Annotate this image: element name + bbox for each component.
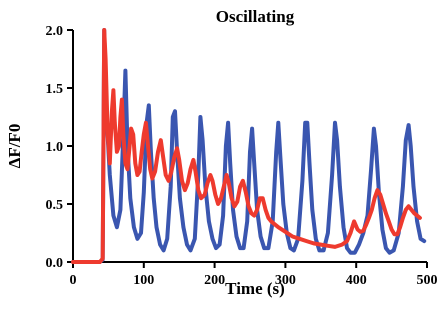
x-tick-label: 400	[346, 273, 367, 288]
y-tick-label: 1.5	[46, 82, 64, 97]
x-tick-label: 500	[417, 273, 438, 288]
x-tick-label: 200	[204, 273, 225, 288]
x-tick-label: 300	[275, 273, 296, 288]
y-axis-label: ΔF/F0	[5, 124, 24, 169]
y-tick-label: 0.0	[46, 256, 64, 271]
y-tick-label: 1.0	[46, 140, 64, 155]
x-tick-label: 0	[70, 273, 77, 288]
y-tick-label: 0.5	[46, 198, 64, 213]
series-layer	[73, 30, 424, 262]
y-tick-label: 2.0	[46, 24, 64, 39]
x-tick-label: 100	[133, 273, 154, 288]
chart-title: Oscillating	[216, 7, 295, 26]
